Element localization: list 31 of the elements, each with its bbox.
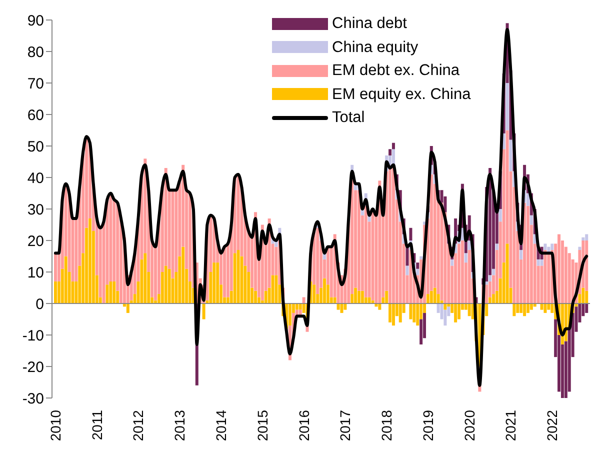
x-tick-label: 2021 (502, 410, 519, 442)
x-tick-label: 2019 (420, 410, 436, 442)
y-tick-label: -30 (22, 390, 44, 408)
x-tick-label: 2010 (47, 410, 64, 442)
x-tick-label: 2016 (296, 410, 312, 442)
x-tick-label: 2011 (88, 410, 105, 440)
legend-label: EM equity ex. China (332, 84, 471, 104)
y-tick-label: 30 (27, 201, 44, 218)
y-tick-label: 40 (27, 170, 44, 187)
y-tick-label: 0 (36, 296, 44, 313)
y-tick-label: 20 (27, 232, 44, 250)
x-tick-label: 2020 (461, 410, 478, 442)
x-tick-label: 2018 (378, 410, 395, 442)
y-tick-label: 90 (27, 12, 44, 30)
x-tick-label: 2022 (544, 410, 560, 442)
x-tick-label: 2015 (254, 410, 270, 442)
x-tick-label: 2017 (337, 410, 354, 442)
legend-label: China equity (332, 38, 418, 58)
x-tick-label: 2013 (172, 410, 188, 442)
y-tick-label: 80 (27, 44, 44, 61)
y-tick-label: 70 (27, 75, 44, 92)
y-tick-label: -20 (22, 358, 44, 376)
legend-label: China debt (332, 14, 407, 34)
legend-label: Total (332, 108, 365, 128)
x-tick-label: 2012 (130, 410, 146, 442)
x-tick-label: 2014 (212, 410, 229, 442)
y-tick-label: 10 (27, 264, 44, 282)
legend-label: EM debt ex. China (332, 61, 460, 81)
y-tick-label: -10 (22, 327, 44, 344)
y-tick-label: 50 (27, 138, 44, 156)
y-tick-label: 60 (27, 106, 44, 124)
